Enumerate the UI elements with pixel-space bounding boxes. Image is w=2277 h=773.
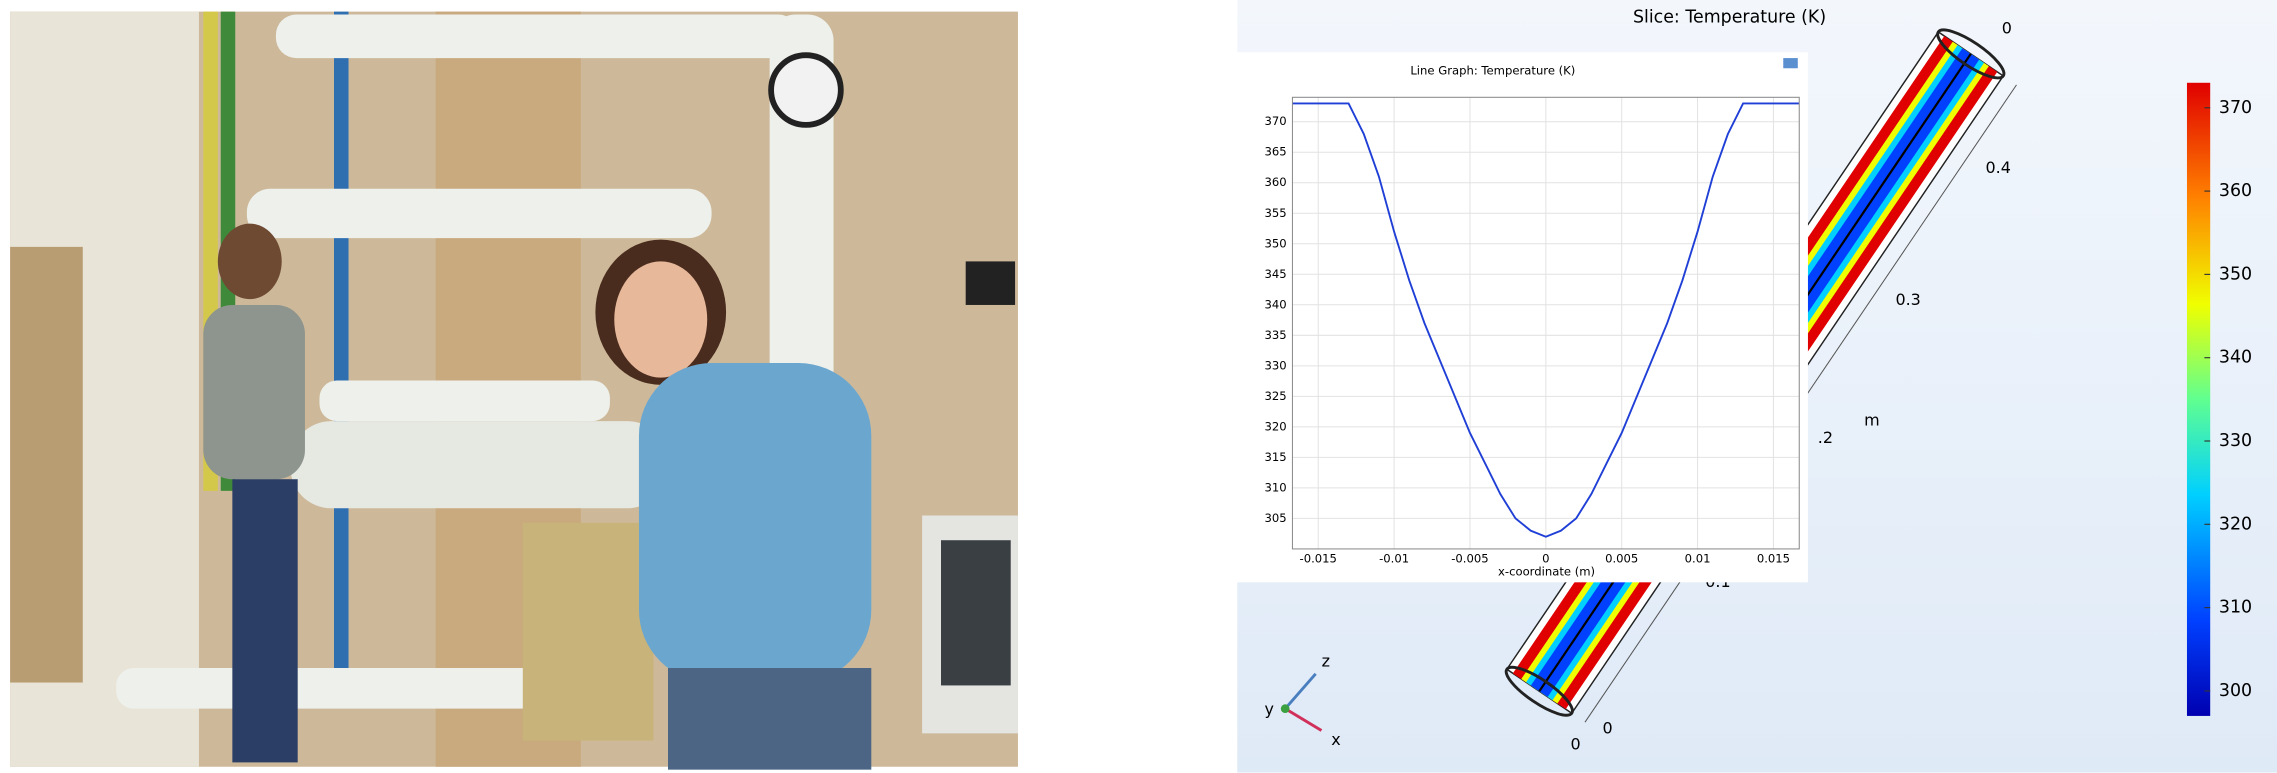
slice-title: Slice: Temperature (K)	[1633, 7, 1826, 27]
y-tick-label: 350	[1264, 236, 1286, 250]
series-line	[1292, 102, 1800, 538]
inset-icon[interactable]	[1783, 58, 1798, 69]
y-tick-label: 365	[1264, 145, 1286, 159]
colorbar-tick-label: 330	[2219, 431, 2252, 451]
x-tick-label: 0	[1542, 552, 1549, 566]
y-tick-label: 330	[1264, 358, 1286, 372]
x-tick-label: -0.005	[1451, 552, 1488, 566]
plot-frame	[1291, 96, 1800, 550]
x-tick-label: 0.015	[1757, 552, 1790, 566]
photo	[10, 11, 1018, 770]
y-tick-label: 315	[1264, 450, 1286, 464]
x-tick-label: 0.01	[1685, 552, 1711, 566]
x-tick-label: 0.005	[1605, 552, 1638, 566]
y-tick-label: 345	[1264, 267, 1286, 281]
colorbar	[2186, 82, 2211, 716]
inset-panel	[1235, 52, 1808, 583]
axis-label: 0	[1571, 734, 1581, 753]
triad-label: z	[1322, 652, 1330, 671]
colorbar-tick-label: 350	[2219, 264, 2252, 284]
axis-label: 0	[1602, 718, 1612, 737]
axis-label: m	[1864, 411, 1880, 430]
y-tick-label: 355	[1264, 206, 1286, 220]
y-tick-label: 320	[1264, 419, 1286, 433]
colorbar-tick-label: 340	[2219, 348, 2252, 368]
axis-label: 0.4	[1985, 158, 2010, 177]
axis-label: 0	[2002, 19, 2012, 38]
axis-label: .2	[1818, 428, 1833, 447]
y-tick-label: 335	[1264, 328, 1286, 342]
colorbar-tick-label: 300	[2219, 681, 2252, 701]
y-tick-label: 325	[1264, 389, 1286, 403]
y-tick-label: 360	[1264, 175, 1286, 189]
axis-label: 0.3	[1895, 290, 1920, 309]
colorbar-tick-label: 310	[2219, 598, 2252, 618]
colorbar-tick-label: 360	[2219, 181, 2252, 201]
colorbar-tick-label: 320	[2219, 514, 2252, 534]
colorbar-tick-label: 370	[2219, 98, 2252, 118]
y-tick-label: 305	[1264, 511, 1286, 525]
axis-triad	[1280, 672, 1323, 732]
y-tick-label: 310	[1264, 480, 1286, 494]
triad-label: x	[1331, 730, 1340, 749]
y-tick-label: 370	[1264, 114, 1286, 128]
x-tick-label: -0.015	[1300, 552, 1337, 566]
triad-label: y	[1264, 700, 1273, 719]
x-tick-label: -0.01	[1379, 552, 1409, 566]
y-tick-label: 340	[1264, 297, 1286, 311]
line-title: Line Graph: Temperature (K)	[1410, 64, 1575, 78]
x-axis-label: x-coordinate (m)	[1498, 565, 1595, 579]
